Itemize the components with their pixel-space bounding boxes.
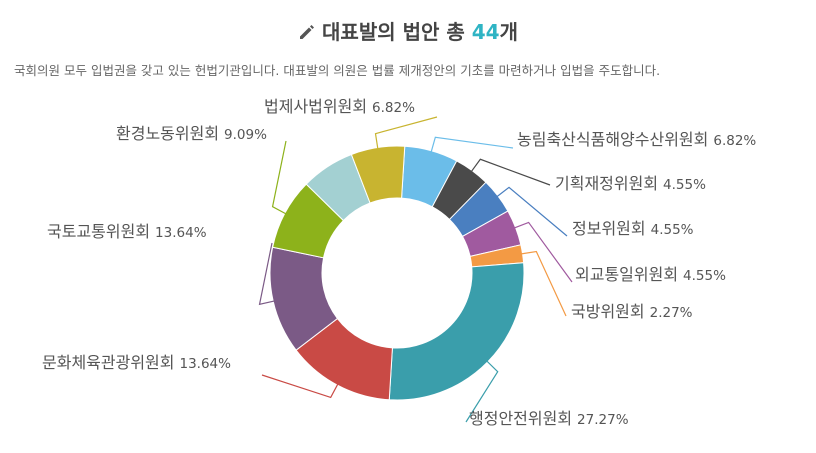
slice-percent: 6.82%: [713, 133, 756, 149]
slice-percent: 27.27%: [577, 412, 629, 428]
slice-label: 농림축산식품해양수산위원회 6.82%: [517, 130, 756, 149]
leader-line: [271, 140, 287, 215]
slice-label: 정보위원회 4.55%: [572, 219, 694, 238]
pie-slice[interactable]: [388, 262, 525, 401]
slice-percent: 4.55%: [683, 268, 726, 284]
slice-label: 외교통일위원회 4.55%: [575, 265, 726, 284]
slice-name: 외교통일위원회: [575, 265, 678, 284]
slice-percent: 2.27%: [650, 305, 693, 321]
slice-name: 기획재정위원회: [555, 174, 658, 193]
leader-line: [261, 374, 339, 399]
title-prefix: 대표발의 법안 총: [322, 20, 472, 44]
slice-label: 환경노동위원회 9.09%: [116, 124, 267, 143]
leader-line: [258, 242, 276, 306]
chart-subtitle: 국회의원 모두 입법권을 갖고 있는 헌법기관입니다. 대표발의 의원은 법률 …: [14, 63, 661, 78]
slice-percent: 4.55%: [663, 177, 706, 193]
bill-count: 44: [471, 20, 500, 44]
leader-line: [470, 158, 551, 186]
slice-name: 정보위원회: [572, 219, 646, 238]
leader-line: [513, 221, 573, 283]
slice-percent: 13.64%: [155, 225, 207, 241]
leader-line: [430, 136, 514, 153]
slice-label: 행정안전위원회 27.27%: [469, 409, 629, 428]
slice-percent: 13.64%: [179, 356, 231, 372]
chart-title: 대표발의 법안 총 44개: [0, 16, 816, 46]
slice-name: 국토교통위원회: [47, 222, 150, 241]
slice-name: 국방위원회: [571, 302, 645, 321]
slice-name: 법제사법위원회: [264, 97, 367, 116]
slice-percent: 4.55%: [651, 222, 694, 238]
slice-label: 국방위원회 2.27%: [571, 302, 693, 321]
pencil-icon: [298, 22, 316, 46]
leader-line: [520, 250, 567, 317]
slice-label: 법제사법위원회 6.82%: [264, 97, 415, 116]
slice-name: 농림축산식품해양수산위원회: [517, 130, 708, 149]
leader-line: [374, 116, 438, 150]
title-suffix: 개: [499, 20, 518, 44]
pie-slice[interactable]: [350, 145, 406, 204]
slice-label: 문화체육관광위원회 13.64%: [42, 353, 231, 372]
slice-name: 문화체육관광위원회: [42, 353, 174, 372]
slice-percent: 6.82%: [372, 100, 415, 116]
slice-name: 환경노동위원회: [116, 124, 219, 143]
slice-label: 국토교통위원회 13.64%: [47, 222, 207, 241]
slice-label: 기획재정위원회 4.55%: [555, 174, 706, 193]
slice-percent: 9.09%: [224, 127, 267, 143]
leader-line: [495, 186, 568, 237]
leader-line: [465, 360, 499, 423]
slice-name: 행정안전위원회: [469, 409, 572, 428]
